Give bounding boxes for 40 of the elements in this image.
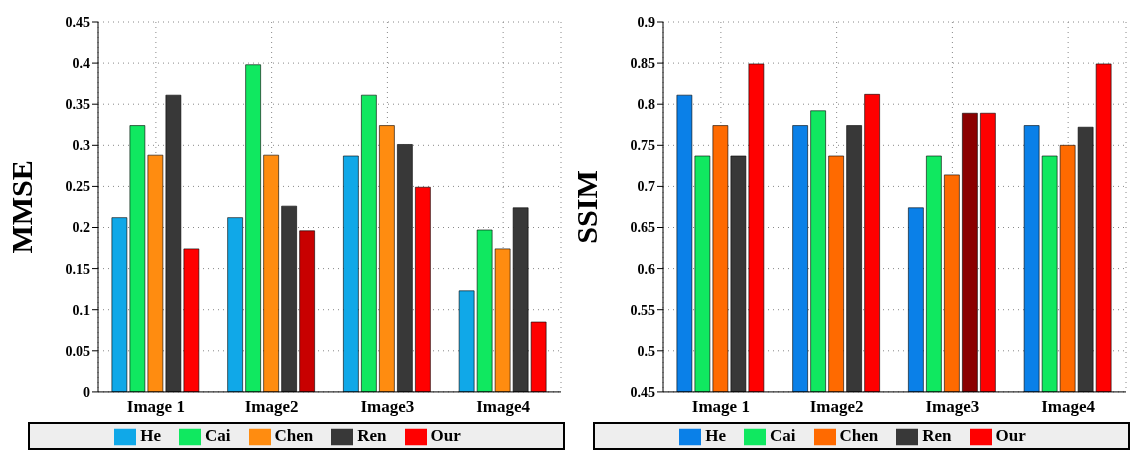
legend-label: Our [430, 425, 461, 445]
y-tick-label: 0.55 [630, 302, 655, 318]
y-tick-label: 0.6 [637, 261, 655, 277]
y-tick-label: 0.45 [630, 384, 655, 400]
y-tick-label: 0.8 [637, 97, 655, 113]
legend-label: Chen [274, 425, 314, 445]
x-tick-label: Image4 [1041, 396, 1096, 416]
y-tick-label: 0.75 [630, 138, 655, 154]
y-tick-label: 0.2 [72, 220, 90, 236]
legend-label: Ren [357, 425, 387, 445]
x-tick-label: Image2 [809, 396, 864, 416]
legend-label: Our [995, 425, 1026, 445]
y-tick-label: 0.45 [65, 14, 90, 30]
legend-label: Chen [839, 425, 879, 445]
x-tick-label: Image 1 [691, 396, 750, 416]
y-tick-label: 0.4 [72, 56, 90, 72]
x-tick-label: Image3 [360, 396, 415, 416]
legend-label: Cai [205, 425, 231, 445]
y-tick-label: 0.9 [637, 14, 655, 30]
x-tick-label: Image 1 [126, 396, 185, 416]
legend-label: He [140, 425, 162, 445]
legend-label: Cai [770, 425, 796, 445]
y-tick-label: 0.05 [65, 343, 90, 359]
y-tick-label: 0.65 [630, 220, 655, 236]
y-tick-label: 0.1 [72, 302, 90, 318]
y-tick-label: 0.5 [637, 343, 655, 359]
y-tick-label: 0.15 [65, 261, 90, 277]
legend-label: Ren [922, 425, 952, 445]
x-tick-label: Image2 [244, 396, 299, 416]
y-tick-label: 0.25 [65, 179, 90, 195]
x-tick-label: Image4 [476, 396, 531, 416]
y-tick-label: 0.35 [65, 97, 90, 113]
y-axis-title: SSIM [569, 170, 603, 244]
y-tick-label: 0.85 [630, 56, 655, 72]
y-tick-label: 0 [83, 384, 90, 400]
y-tick-label: 0.7 [637, 179, 655, 195]
y-tick-label: 0.3 [72, 138, 90, 154]
y-axis-title: MMSE [4, 160, 38, 254]
x-tick-label: Image3 [925, 396, 980, 416]
legend-label: He [705, 425, 727, 445]
